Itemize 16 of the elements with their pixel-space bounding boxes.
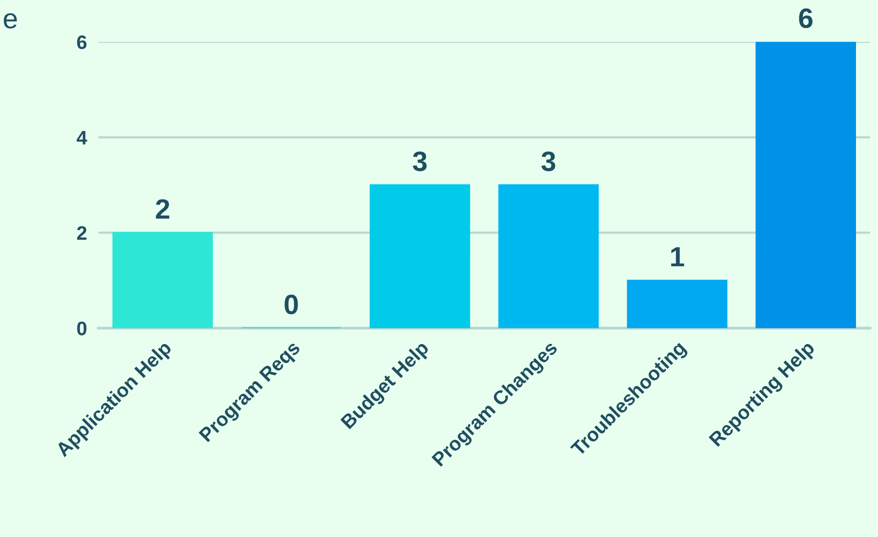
y-tick-label: 2 [77, 226, 86, 240]
data-label: 6 [799, 8, 813, 28]
data-label: 1 [671, 247, 684, 266]
data-label: 3 [412, 152, 427, 172]
bar [626, 280, 728, 328]
bar [112, 232, 213, 328]
y-tick-label: 0 [77, 322, 86, 336]
y-tick-label: 6 [77, 35, 87, 50]
bar [756, 42, 856, 328]
bar [370, 184, 470, 328]
data-label: 2 [156, 199, 170, 219]
y-tick-label: 4 [76, 130, 88, 144]
data-label: 3 [541, 152, 556, 172]
bar [498, 184, 599, 328]
text: e [4, 13, 17, 28]
data-label: 0 [284, 294, 298, 314]
